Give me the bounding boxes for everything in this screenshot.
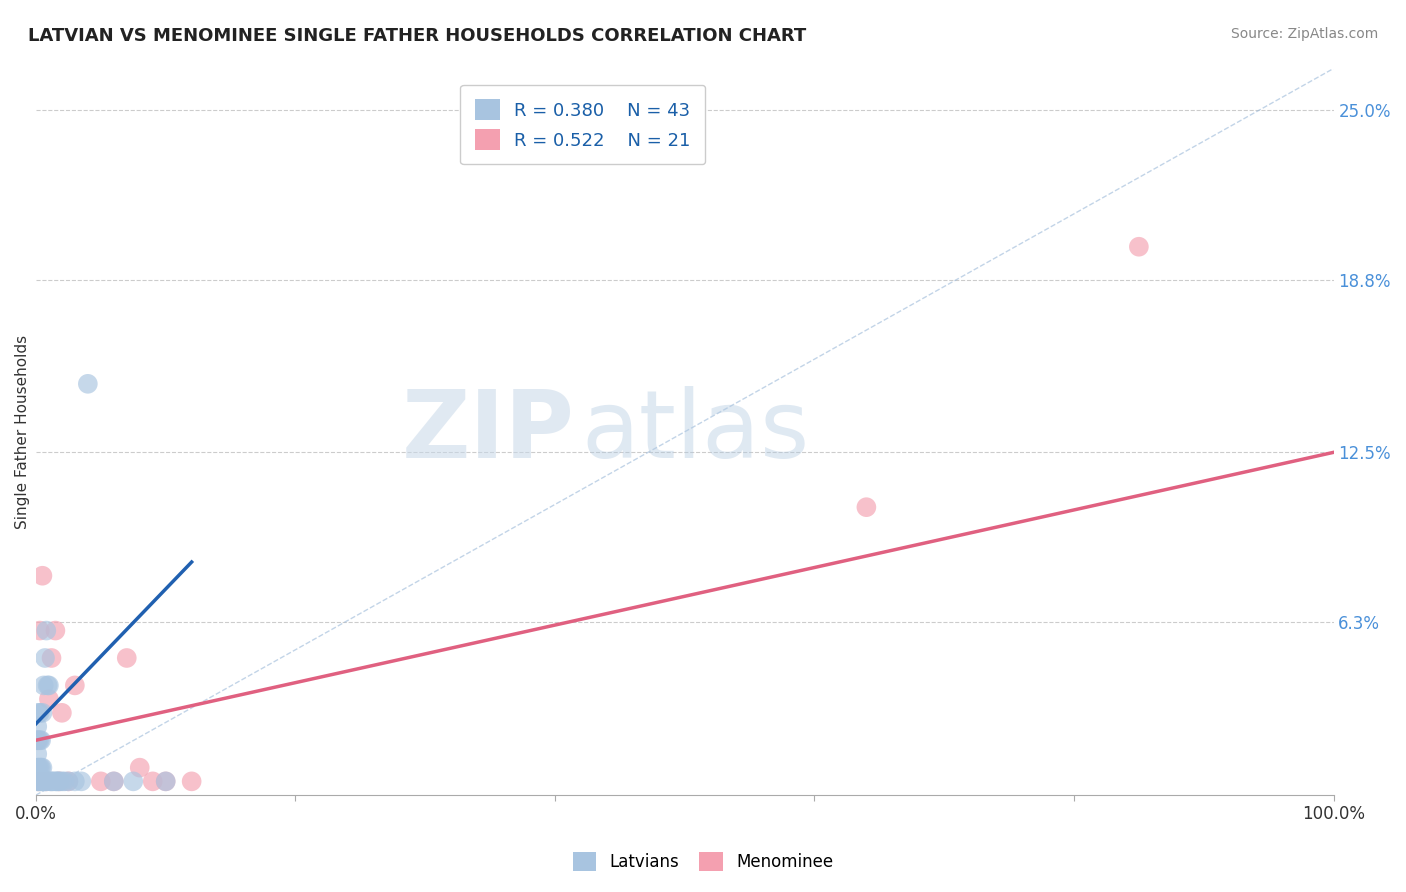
Point — [31, 568, 53, 582]
Point — [48, 774, 70, 789]
Text: atlas: atlas — [581, 386, 810, 478]
Point — [27, 774, 49, 789]
Point — [35, 624, 58, 638]
Point — [28, 761, 51, 775]
Point — [28, 733, 51, 747]
Legend: R = 0.380    N = 43, R = 0.522    N = 21: R = 0.380 N = 43, R = 0.522 N = 21 — [460, 85, 706, 164]
Point — [90, 774, 112, 789]
Point — [76, 376, 98, 391]
Point — [103, 774, 125, 789]
Point — [25, 733, 48, 747]
Point — [855, 500, 877, 515]
Point — [38, 692, 60, 706]
Point — [41, 774, 63, 789]
Point — [28, 774, 51, 789]
Point — [155, 774, 177, 789]
Point — [27, 774, 49, 789]
Point — [27, 733, 49, 747]
Text: ZIP: ZIP — [402, 386, 575, 478]
Text: Source: ZipAtlas.com: Source: ZipAtlas.com — [1230, 27, 1378, 41]
Point — [35, 774, 58, 789]
Point — [37, 678, 59, 692]
Point — [1128, 240, 1150, 254]
Point — [27, 706, 49, 720]
Point — [31, 706, 53, 720]
Point — [42, 774, 65, 789]
Y-axis label: Single Father Households: Single Father Households — [15, 334, 31, 529]
Point — [30, 761, 52, 775]
Point — [51, 706, 73, 720]
Point — [34, 651, 56, 665]
Point — [51, 774, 73, 789]
Point — [63, 678, 86, 692]
Point — [44, 774, 66, 789]
Point — [142, 774, 165, 789]
Point — [44, 624, 66, 638]
Point — [39, 774, 62, 789]
Point — [58, 774, 80, 789]
Point — [48, 774, 70, 789]
Point — [32, 774, 55, 789]
Point — [31, 774, 53, 789]
Point — [30, 774, 52, 789]
Point — [25, 774, 48, 789]
Point — [180, 774, 202, 789]
Point — [122, 774, 145, 789]
Point — [27, 761, 49, 775]
Point — [41, 651, 63, 665]
Point — [34, 774, 56, 789]
Point — [31, 761, 53, 775]
Point — [128, 761, 150, 775]
Point — [32, 678, 55, 692]
Text: LATVIAN VS MENOMINEE SINGLE FATHER HOUSEHOLDS CORRELATION CHART: LATVIAN VS MENOMINEE SINGLE FATHER HOUSE… — [28, 27, 807, 45]
Point — [53, 774, 76, 789]
Point — [46, 774, 69, 789]
Point — [155, 774, 177, 789]
Point — [58, 774, 80, 789]
Point — [25, 761, 48, 775]
Point — [35, 774, 58, 789]
Point — [45, 774, 67, 789]
Point — [115, 651, 138, 665]
Point — [25, 733, 48, 747]
Point — [28, 624, 51, 638]
Point — [25, 747, 48, 761]
Point — [30, 733, 52, 747]
Point — [70, 774, 93, 789]
Legend: Latvians, Menominee: Latvians, Menominee — [565, 843, 841, 880]
Point — [38, 678, 60, 692]
Point — [28, 706, 51, 720]
Point — [103, 774, 125, 789]
Point — [63, 774, 86, 789]
Point — [25, 719, 48, 733]
